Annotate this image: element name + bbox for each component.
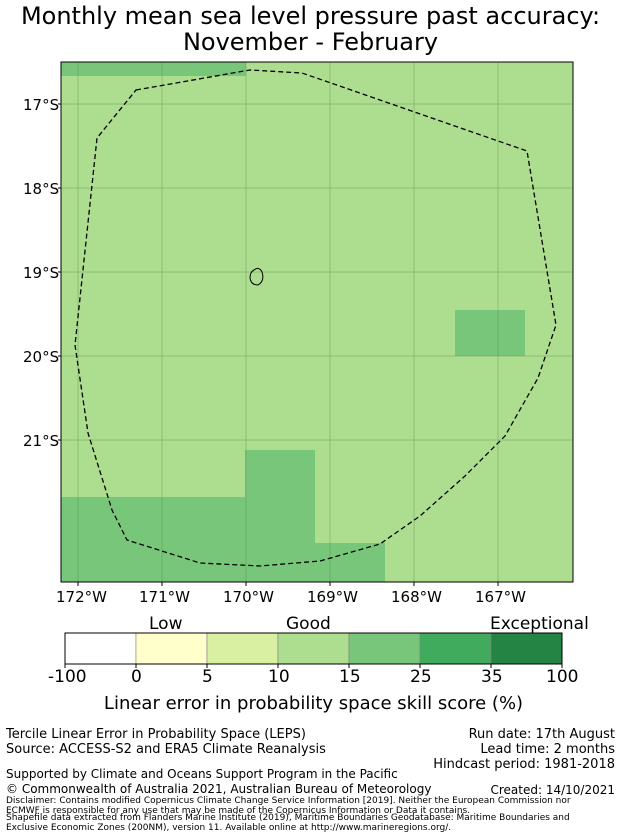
lon-label: 172°W (56, 588, 107, 606)
colorbar-tick-label: 100 (546, 667, 579, 687)
colorbar-segment (64, 632, 137, 665)
skill-cell (61, 497, 246, 582)
info-source: Source: ACCESS-S2 and ERA5 Climate Reana… (6, 742, 326, 757)
colorbar-tick-label: 0 (131, 667, 142, 687)
info-lead-time: Lead time: 2 months (480, 742, 615, 757)
lat-label: 17°S (23, 96, 60, 114)
info-created: Created: 14/10/2021 (490, 783, 615, 797)
map-title-line1: Monthly mean sea level pressure past acc… (20, 2, 601, 30)
skill-cell (61, 62, 246, 76)
colorbar-segment (277, 632, 350, 665)
colorbar (64, 632, 563, 668)
colorbar-category-good: Good (286, 614, 331, 634)
colorbar-tick-label: 15 (339, 667, 361, 687)
skill-cell (455, 310, 525, 356)
colorbar-segment (135, 632, 208, 665)
info-support: Supported by Climate and Oceans Support … (6, 767, 398, 781)
colorbar-segment (348, 632, 421, 665)
colorbar-axis-label: Linear error in probability space skill … (103, 693, 524, 714)
colorbar-tick-label: 5 (202, 667, 213, 687)
lon-label: 167°W (475, 588, 526, 606)
eez-boundary (74, 69, 557, 567)
colorbar-category-exceptional: Exceptional (490, 614, 589, 634)
info-run-date: Run date: 17th August (468, 727, 615, 742)
map-frame (60, 61, 574, 583)
colorbar-category-low: Low (149, 614, 183, 634)
disclaimer-line: ECMWF is responsible for any use that ma… (6, 806, 471, 816)
lat-label: 20°S (23, 348, 60, 366)
disclaimer-line: Shapefile data extracted from Flanders M… (6, 813, 570, 823)
colorbar-segment (206, 632, 279, 665)
island-outline (249, 267, 264, 286)
map-title-line2: November - February (182, 28, 439, 56)
colorbar-tick-label: 35 (481, 667, 503, 687)
colorbar-tick-label: 10 (268, 667, 290, 687)
lat-label: 18°S (23, 180, 60, 198)
lon-label: 169°W (307, 588, 358, 606)
info-method: Tercile Linear Error in Probability Spac… (6, 727, 306, 742)
colorbar-frame (64, 632, 563, 665)
info-copyright: © Commonwealth of Australia 2021, Austra… (6, 782, 432, 796)
colorbar-tick-label: -100 (48, 667, 87, 687)
colorbar-segment (419, 632, 492, 665)
lon-label: 168°W (391, 588, 442, 606)
colorbar-tick-label: 25 (410, 667, 432, 687)
colorbar-segment (490, 632, 563, 665)
disclaimer-line: Exclusive Economic Zones (200NM), versio… (6, 823, 452, 833)
lon-label: 170°W (223, 588, 274, 606)
lat-label: 21°S (23, 432, 60, 450)
skill-cell (314, 543, 385, 582)
skill-cell (245, 450, 315, 582)
lat-label: 19°S (23, 264, 60, 282)
map-gridlines (61, 62, 573, 582)
disclaimer-line: Disclaimer: Contains modified Copernicus… (6, 796, 571, 806)
info-hindcast: Hindcast period: 1981-2018 (433, 757, 615, 772)
lon-label: 171°W (139, 588, 190, 606)
